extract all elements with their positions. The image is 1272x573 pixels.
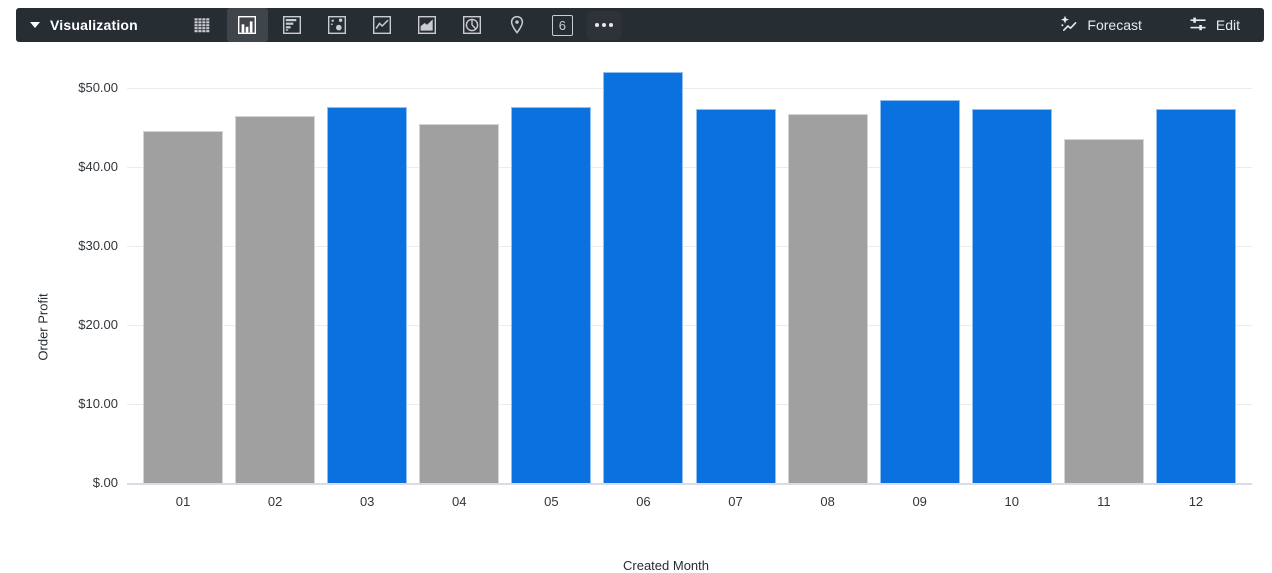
gridline (127, 167, 1252, 168)
forecast-icon (1059, 14, 1079, 37)
more-viz-types-icon[interactable] (586, 10, 621, 40)
visualization-title: Visualization (50, 17, 138, 33)
edit-button[interactable]: Edit (1188, 14, 1240, 37)
x-tick-10: 10 (1004, 494, 1020, 509)
single-value-icon[interactable]: 6 (542, 8, 583, 42)
gridline (127, 246, 1252, 247)
bar-03[interactable] (327, 106, 408, 483)
x-tick-09: 09 (912, 494, 927, 509)
bar-12[interactable] (1155, 109, 1236, 483)
forecast-button[interactable]: Forecast (1059, 14, 1142, 37)
bar-01[interactable] (143, 131, 224, 483)
gridline (127, 88, 1252, 89)
x-tick-07: 07 (728, 494, 743, 509)
column-chart-icon[interactable] (226, 8, 268, 42)
gridline (127, 325, 1252, 326)
bar-08[interactable] (787, 114, 868, 483)
sliders-icon (1188, 14, 1208, 37)
x-tick-12: 12 (1188, 494, 1204, 509)
map-pin-icon[interactable] (497, 8, 538, 42)
bar-06[interactable] (603, 72, 684, 483)
area-chart-icon[interactable] (407, 8, 448, 42)
ellipsis-icon (594, 23, 613, 27)
x-axis-line (127, 483, 1252, 485)
y-tick-label: $30.00 (78, 238, 118, 253)
table-icon[interactable] (182, 8, 223, 42)
visualization-toolbar: Visualization 6 (16, 8, 1264, 42)
x-tick-04: 04 (452, 494, 467, 509)
bar-chart: Order Profit Created Month $.00 $10.00 $20… (0, 42, 1272, 573)
scatter-chart-icon[interactable] (317, 8, 358, 42)
x-tick-02: 02 (267, 494, 283, 509)
y-tick-label: $40.00 (78, 159, 118, 174)
visualization-dropdown[interactable]: Visualization (30, 17, 138, 33)
line-chart-icon[interactable] (362, 8, 403, 42)
pie-chart-icon[interactable] (452, 8, 493, 42)
x-tick-06: 06 (636, 494, 651, 509)
x-tick-05: 05 (544, 494, 559, 509)
viz-type-switcher: 6 (182, 8, 621, 42)
x-tick-01: 01 (175, 494, 191, 509)
edit-label: Edit (1215, 17, 1240, 33)
bar-07[interactable] (695, 109, 776, 483)
x-axis-title: Created Month (623, 558, 709, 573)
bar-chart-icon[interactable] (272, 8, 313, 42)
single-value-icon-text: 6 (551, 14, 573, 36)
bar-10[interactable] (971, 109, 1052, 483)
y-tick-label: $20.00 (78, 317, 118, 332)
y-tick-label: $.00 (92, 475, 118, 490)
x-tick-03: 03 (359, 494, 375, 509)
y-tick-label: $50.00 (78, 80, 118, 95)
forecast-label: Forecast (1087, 17, 1142, 33)
x-tick-08: 08 (820, 494, 835, 509)
bar-02[interactable] (235, 115, 316, 483)
x-tick-11: 11 (1097, 494, 1111, 509)
gridline (127, 404, 1252, 405)
y-tick-label: $10.00 (78, 396, 118, 411)
bar-04[interactable] (419, 123, 500, 483)
bar-11[interactable] (1063, 138, 1144, 483)
bar-09[interactable] (879, 99, 960, 483)
chevron-down-icon (30, 22, 40, 28)
bar-05[interactable] (511, 106, 592, 483)
